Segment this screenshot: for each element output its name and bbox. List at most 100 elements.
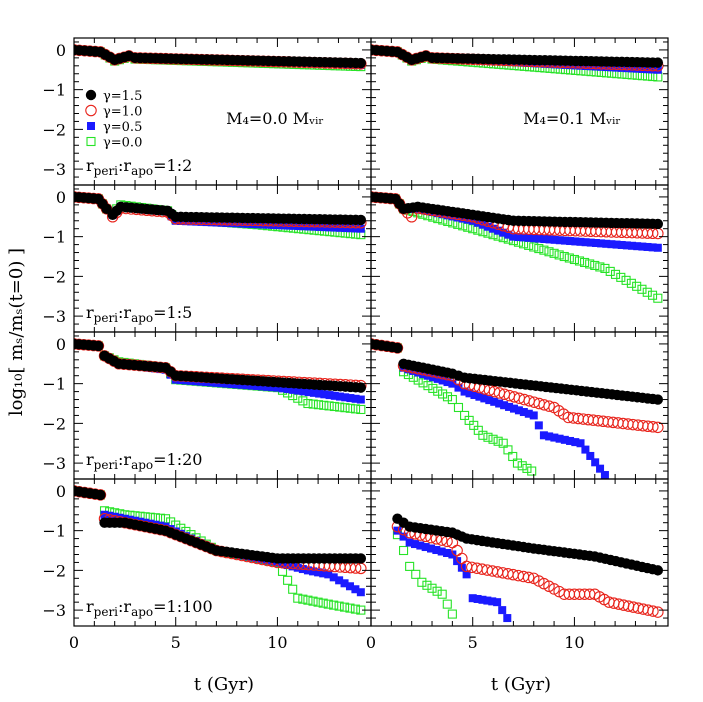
data-point-g05 [268, 383, 277, 392]
data-point-g00 [345, 403, 355, 413]
data-point-g05 [514, 406, 523, 415]
data-point-g05 [586, 451, 595, 460]
y-tick-label: −2 [42, 120, 66, 139]
data-point-g05 [228, 219, 237, 228]
y-tick-label: −2 [42, 267, 66, 286]
column-title-right: M₄=0.1 Mᵥᵢᵣ [523, 109, 621, 128]
data-point-g05 [524, 409, 533, 418]
data-point-g00 [488, 434, 498, 444]
data-point-g05 [248, 220, 257, 229]
data-point-g05 [648, 65, 657, 74]
panel-r2-c1 [371, 338, 664, 479]
data-point-g00 [478, 430, 488, 440]
data-point-g15 [355, 553, 367, 564]
data-point-g05 [490, 397, 499, 406]
data-point-g05 [509, 404, 518, 413]
data-point-g15 [355, 57, 367, 69]
data-point-g05 [293, 563, 302, 572]
x-tick-label: 0 [69, 633, 79, 652]
data-point-g05 [607, 240, 616, 249]
y-tick-label: −2 [42, 561, 66, 580]
data-point-g05 [351, 224, 360, 233]
data-point-g05 [519, 408, 528, 417]
data-point-g05 [597, 62, 606, 71]
data-point-g00 [329, 401, 339, 412]
panel-r3-c0 [74, 485, 367, 615]
orbit-ratio-label: rperi:rapo=1:20 [86, 450, 202, 472]
data-point-g05 [576, 237, 585, 246]
data-point-g15 [652, 57, 664, 68]
data-point-g05 [315, 389, 324, 398]
data-point-g05 [612, 240, 621, 249]
data-point-g05 [602, 239, 611, 248]
data-point-g00 [621, 275, 631, 285]
data-point-g05 [499, 228, 508, 237]
data-point-g00 [493, 436, 503, 446]
data-point-g05 [503, 614, 512, 623]
data-point-g05 [612, 63, 621, 72]
data-point-g05 [530, 234, 539, 243]
data-point-g05 [539, 431, 548, 440]
data-point-g05 [638, 64, 647, 73]
data-point-g05 [351, 585, 360, 594]
data-point-g05 [470, 391, 479, 399]
data-point-g00 [428, 383, 438, 393]
data-point-g05 [346, 394, 355, 403]
data-point-g05 [596, 464, 605, 473]
data-point-g05 [566, 436, 575, 445]
data-point-g05 [571, 438, 580, 447]
data-point-g05 [591, 239, 600, 248]
legend-label-g10: γ=1.0 [103, 105, 142, 120]
data-point-g05 [638, 242, 647, 251]
x-tick-label: 10 [267, 633, 287, 652]
legend-marker-g05 [87, 122, 95, 130]
data-point-g05 [643, 242, 652, 251]
data-point-g00 [340, 403, 350, 413]
panel-frame [370, 478, 669, 627]
data-point-g05 [448, 550, 457, 559]
y-tick-label: −1 [42, 228, 66, 247]
data-point-g05 [600, 471, 609, 479]
orbit-ratio-label: rperi:rapo=1:100 [86, 597, 213, 619]
data-point-g05 [253, 220, 262, 229]
data-point-g05 [648, 243, 657, 252]
y-tick-label: −1 [42, 522, 66, 541]
data-point-g05 [419, 370, 428, 379]
data-point-g05 [504, 230, 513, 239]
data-point-g05 [274, 221, 283, 230]
data-point-g05 [263, 382, 272, 391]
data-point-g00 [160, 514, 171, 524]
column-title-left: M₄=0.0 Mᵥᵢᵣ [226, 109, 324, 128]
data-point-g00 [283, 575, 293, 585]
x-tick-label: 5 [468, 633, 478, 652]
data-point-g05 [468, 594, 477, 603]
data-point-g05 [448, 379, 457, 388]
data-point-g05 [534, 421, 543, 430]
data-point-g00 [503, 445, 513, 455]
data-point-g00 [498, 438, 508, 448]
panel-r0-c1 [371, 44, 664, 82]
data-point-g05 [416, 541, 425, 550]
data-point-g05 [623, 64, 632, 73]
data-point-g05 [493, 598, 502, 607]
data-point-g05 [509, 232, 518, 241]
data-point-g00 [308, 399, 318, 409]
data-point-g05 [478, 595, 487, 604]
data-point-g15 [355, 214, 367, 226]
data-point-g05 [105, 511, 114, 520]
data-point-g05 [653, 243, 662, 252]
data-point-g05 [393, 526, 402, 535]
data-point-g00 [433, 386, 443, 396]
data-point-g00 [411, 569, 421, 579]
data-point-g00 [329, 600, 339, 610]
data-point-g05 [505, 402, 514, 411]
legend-label-g00: γ=0.0 [103, 136, 142, 151]
panel-frame [370, 331, 669, 480]
data-point-g05 [581, 238, 590, 247]
data-point-g05 [324, 570, 333, 579]
data-point-g05 [238, 219, 247, 228]
data-point-g05 [540, 235, 549, 244]
data-point-g00 [350, 604, 360, 614]
data-point-g00 [319, 400, 329, 410]
data-point-g05 [243, 219, 252, 228]
